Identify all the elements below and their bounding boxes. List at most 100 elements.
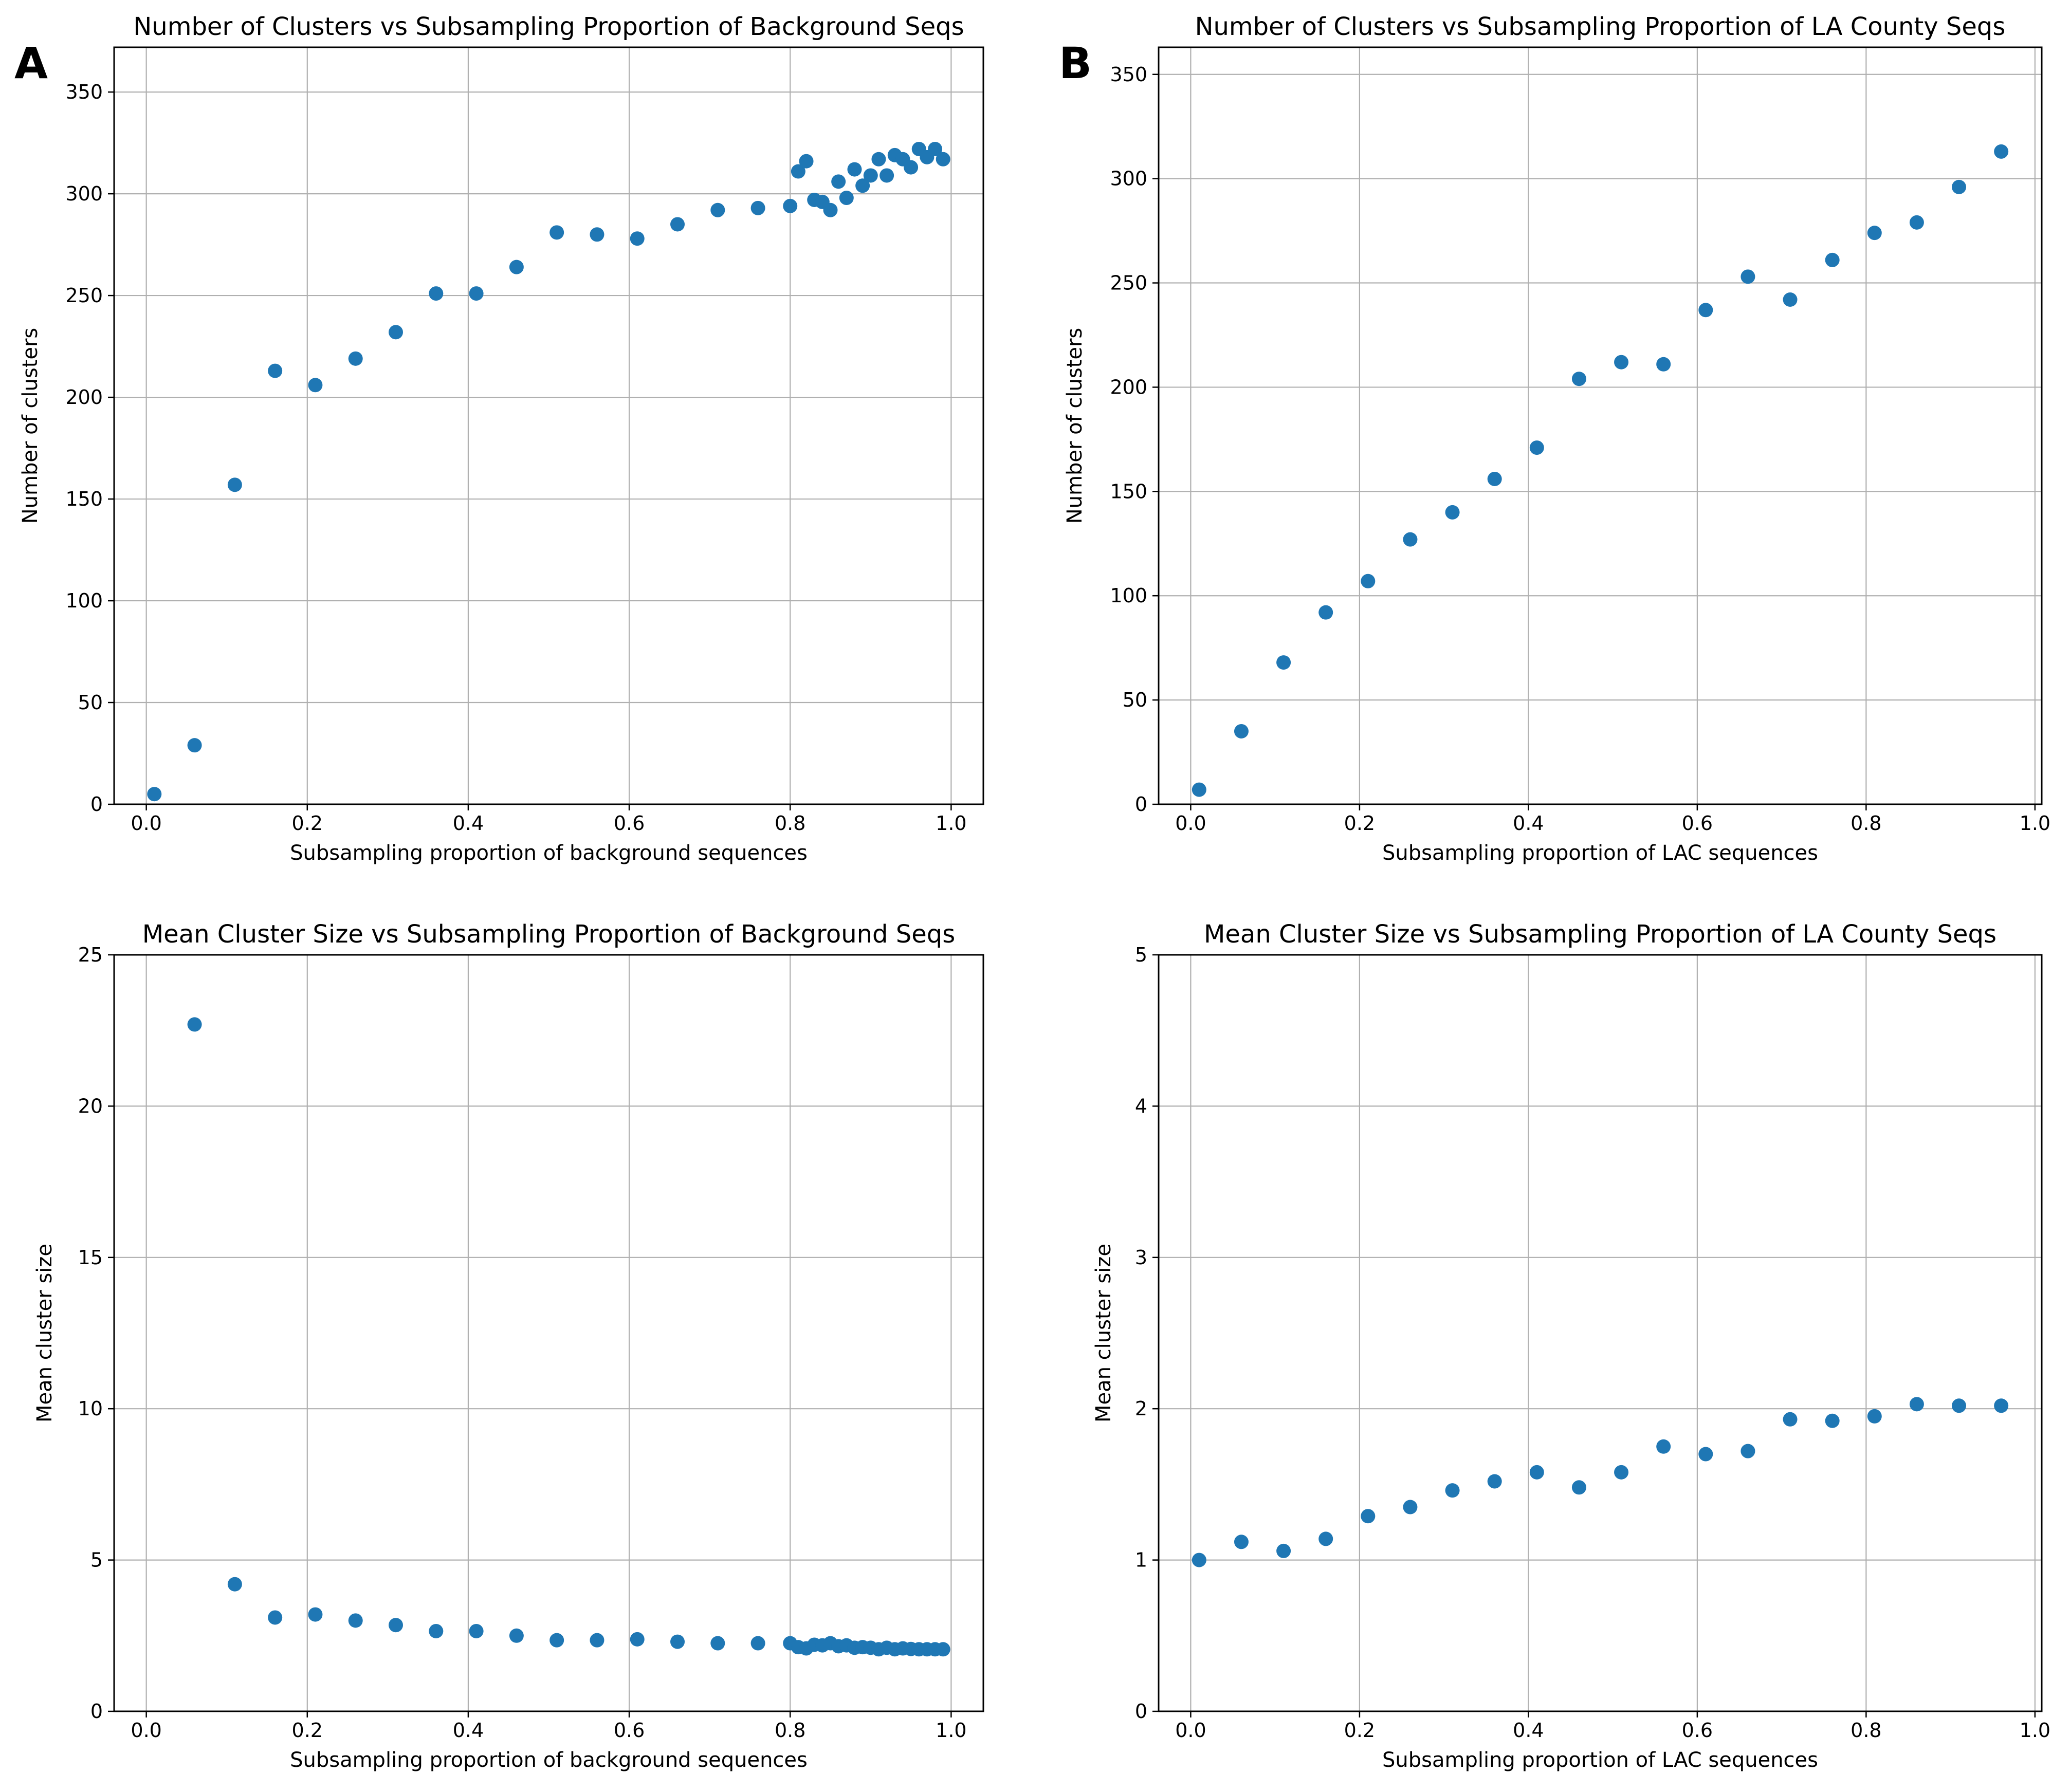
data-point	[389, 1618, 404, 1633]
y-axis-label: Mean cluster size	[33, 1244, 57, 1422]
data-point	[1192, 1553, 1206, 1567]
axes-frame	[113, 954, 984, 1712]
x-tick-label: 0.6	[1682, 812, 1713, 835]
data-point	[268, 1610, 283, 1625]
data-point	[1740, 269, 1755, 284]
data-point	[936, 1642, 950, 1657]
data-point	[1614, 1465, 1629, 1480]
x-tick-label: 0.8	[775, 812, 805, 835]
data-point	[1487, 471, 1502, 486]
data-point	[268, 363, 283, 378]
data-point	[1909, 215, 1924, 230]
y-tick-label: 0	[1135, 1700, 1147, 1723]
y-axis-label: Number of clusters	[19, 328, 42, 524]
y-tick-label: 300	[65, 182, 103, 205]
data-point	[1445, 505, 1460, 520]
y-tick-label: 2	[1135, 1397, 1147, 1420]
data-point	[823, 202, 838, 217]
data-point	[1403, 532, 1418, 547]
data-point	[469, 1623, 484, 1638]
scatter-series	[1192, 144, 2009, 797]
data-point	[1192, 782, 1206, 797]
x-tick-label: 1.0	[936, 812, 966, 835]
data-point	[429, 1623, 444, 1638]
axes-frame	[1158, 954, 2043, 1712]
x-tick-label: 1.0	[2020, 812, 2050, 835]
data-point	[429, 286, 444, 301]
x-tick-label: 0.0	[1175, 812, 1206, 835]
data-point	[1656, 357, 1671, 372]
axes-frame	[113, 46, 984, 805]
data-point	[1656, 1439, 1671, 1454]
data-point	[348, 351, 363, 366]
data-point	[928, 141, 943, 156]
chart-lac-cluster-count: Number of Clusters vs Subsampling Propor…	[1059, 12, 2050, 865]
x-tick-label: 0.4	[1513, 812, 1544, 835]
y-axis-label: Number of clusters	[1063, 328, 1087, 524]
data-point	[831, 174, 846, 189]
data-point	[1529, 1465, 1544, 1480]
y-tick-label: 20	[78, 1095, 103, 1117]
data-point	[1952, 179, 1967, 194]
data-point	[1487, 1474, 1502, 1489]
chart-title: Mean Cluster Size vs Subsampling Proport…	[1204, 920, 1996, 949]
x-tick-label: 0.0	[131, 1719, 161, 1742]
data-point	[839, 191, 854, 206]
data-point	[871, 152, 886, 167]
data-point	[187, 738, 202, 753]
panel-letter: A	[14, 38, 48, 88]
data-point	[1318, 1531, 1333, 1546]
x-tick-label: 1.0	[936, 1719, 966, 1742]
y-tick-label: 150	[65, 488, 103, 510]
x-tick-label: 0.2	[1344, 1719, 1375, 1742]
data-point	[308, 1607, 323, 1622]
y-tick-label: 50	[78, 691, 103, 714]
x-tick-label: 0.8	[775, 1719, 805, 1742]
y-tick-label: 5	[1135, 944, 1147, 966]
data-point	[1783, 1412, 1798, 1427]
data-point	[1361, 574, 1376, 588]
y-tick-label: 250	[65, 284, 103, 307]
panel-letter: B	[1059, 38, 1092, 88]
data-point	[750, 1636, 765, 1651]
chart-background-mean-size: Mean Cluster Size vs Subsampling Proport…	[33, 920, 984, 1772]
x-tick-label: 0.4	[1513, 1719, 1544, 1742]
data-point	[1318, 605, 1333, 620]
y-tick-label: 350	[65, 81, 103, 103]
data-point	[710, 1636, 725, 1651]
data-point	[1403, 1500, 1418, 1514]
chart-title: Number of Clusters vs Subsampling Propor…	[133, 12, 964, 41]
y-tick-label: 1	[1135, 1549, 1147, 1572]
data-point	[750, 200, 765, 215]
y-tick-label: 50	[1123, 689, 1147, 711]
y-tick-label: 0	[1135, 793, 1147, 816]
x-tick-label: 0.2	[1344, 812, 1375, 835]
x-axis-label: Subsampling proportion of background seq…	[290, 1748, 808, 1772]
data-point	[509, 260, 524, 274]
data-point	[1994, 1398, 2009, 1413]
x-tick-label: 0.8	[1851, 1719, 1881, 1742]
x-tick-label: 0.6	[614, 1719, 645, 1742]
x-tick-label: 0.8	[1851, 812, 1881, 835]
y-tick-label: 300	[1110, 168, 1147, 190]
data-point	[880, 168, 894, 183]
chart-lac-mean-size: Mean Cluster Size vs Subsampling Proport…	[1092, 920, 2050, 1772]
y-tick-label: 25	[78, 944, 103, 966]
grid	[114, 47, 983, 805]
data-point	[1571, 372, 1586, 386]
data-point	[187, 1017, 202, 1032]
y-tick-label: 5	[90, 1549, 103, 1572]
x-tick-label: 0.4	[453, 1719, 484, 1742]
scatter-series	[147, 141, 950, 802]
data-point	[1909, 1397, 1924, 1412]
chart-background-cluster-count: Number of Clusters vs Subsampling Propor…	[14, 12, 984, 865]
scatter-series	[1192, 1397, 2009, 1567]
data-point	[1740, 1444, 1755, 1458]
x-tick-label: 0.2	[292, 812, 323, 835]
chart-title: Mean Cluster Size vs Subsampling Proport…	[142, 920, 956, 949]
y-tick-label: 150	[1110, 480, 1147, 503]
y-tick-label: 10	[78, 1397, 103, 1420]
x-axis-label: Subsampling proportion of LAC sequences	[1382, 1748, 1818, 1772]
